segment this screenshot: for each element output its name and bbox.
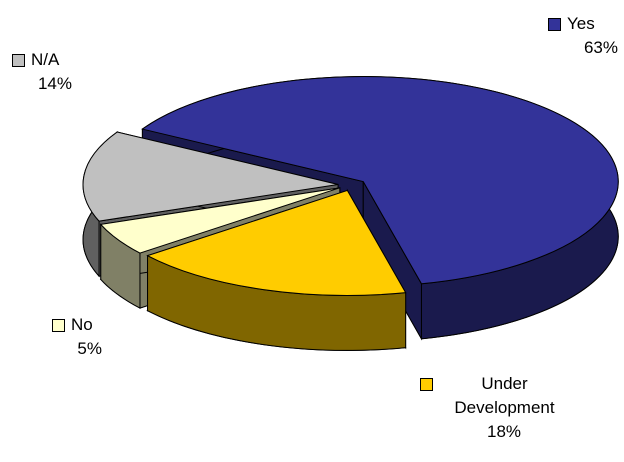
- label-line: No: [52, 313, 102, 337]
- legend-swatch: [52, 319, 65, 332]
- legend-label: Under Development 18%: [420, 372, 570, 444]
- category-name: N/A: [31, 50, 60, 69]
- value-label: 63%: [583, 38, 618, 57]
- legend-label: No 5%: [52, 313, 102, 361]
- category-name: Under Development: [454, 374, 555, 417]
- category-name: Yes: [567, 14, 595, 33]
- slice: [141, 76, 619, 285]
- value-label: 18%: [486, 422, 522, 441]
- slice: [82, 131, 339, 222]
- slice: [146, 189, 407, 296]
- legend-swatch: [548, 18, 561, 31]
- value-label: 14%: [37, 74, 72, 93]
- legend-swatch: [12, 54, 25, 67]
- label-line: Under Development: [420, 372, 570, 420]
- legend-label: N/A 14%: [12, 48, 72, 96]
- label-line: Yes: [548, 12, 618, 36]
- legend-label: Yes 63%: [548, 12, 618, 60]
- legend-swatch: [420, 378, 433, 391]
- slice: [99, 187, 340, 254]
- value-label: 5%: [77, 339, 102, 358]
- label-line: N/A: [12, 48, 72, 72]
- category-name: No: [71, 315, 93, 334]
